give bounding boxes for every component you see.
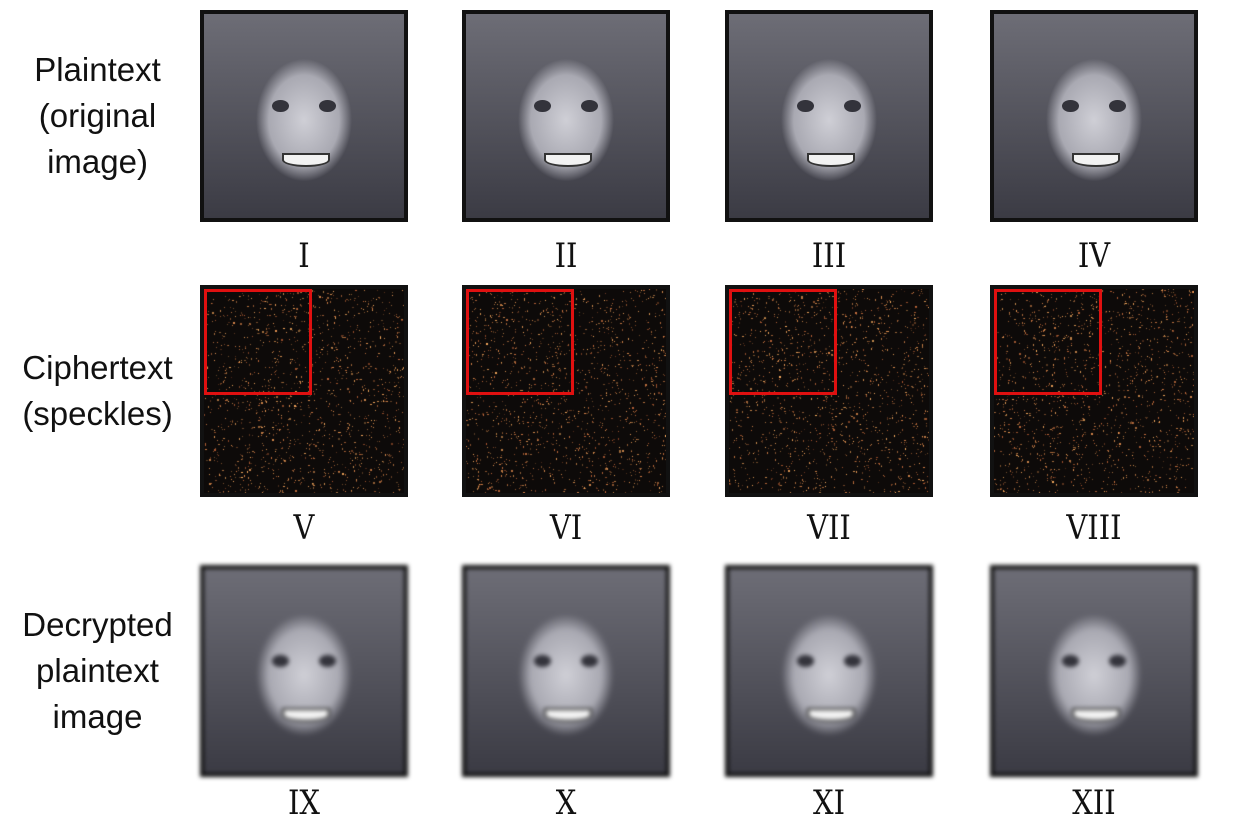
row-label-line: Ciphertext — [22, 349, 173, 386]
face-eyes — [1062, 654, 1126, 668]
ciphertext-speckle-image — [725, 285, 933, 497]
row-label: Decrypted plaintext image — [0, 602, 195, 740]
speckle-pattern — [729, 289, 929, 493]
face-eyes — [272, 99, 336, 113]
face-eyes — [797, 99, 861, 113]
decrypted-face-image — [200, 565, 408, 777]
ciphertext-speckle-image — [990, 285, 1198, 497]
row-label: Ciphertext (speckles) — [0, 345, 195, 437]
face-mouth — [544, 152, 592, 167]
decrypted-face-image — [725, 565, 933, 777]
speckle-pattern — [204, 289, 404, 493]
original-face-image — [200, 10, 408, 222]
original-face-image — [990, 10, 1198, 222]
highlight-box — [466, 289, 574, 395]
highlight-box — [729, 289, 837, 395]
panel-numeral: IV — [1077, 236, 1111, 276]
face-mouth — [807, 152, 855, 167]
panel-numeral: XII — [1072, 783, 1116, 823]
panel-numeral: V — [293, 508, 315, 548]
face-mouth — [1072, 707, 1120, 722]
face-mouth — [1072, 152, 1120, 167]
row-label-line: Decrypted — [22, 606, 173, 643]
panel-numeral: VIII — [1066, 508, 1122, 548]
panel-numeral: III — [811, 236, 847, 276]
row-label-line: image — [52, 698, 143, 735]
face-eyes — [1062, 99, 1126, 113]
row-label: Plaintext (original image) — [0, 47, 195, 185]
row-label-line: plaintext — [36, 652, 159, 689]
face-mouth — [544, 707, 592, 722]
face-mouth — [807, 707, 855, 722]
face-eyes — [797, 654, 861, 668]
panel-numeral: XI — [812, 783, 845, 823]
speckle-pattern — [466, 289, 666, 493]
ciphertext-speckle-image — [200, 285, 408, 497]
original-face-image — [725, 10, 933, 222]
row-label-line: image) — [47, 143, 148, 180]
original-face-image — [462, 10, 670, 222]
face-eyes — [534, 99, 598, 113]
row-label-line: (speckles) — [22, 395, 173, 432]
highlight-box — [994, 289, 1102, 395]
row-label-line: Plaintext — [34, 51, 161, 88]
face-mouth — [282, 707, 330, 722]
panel-numeral: VI — [549, 508, 583, 548]
panel-numeral: I — [298, 236, 310, 276]
face-mouth — [282, 152, 330, 167]
face-eyes — [534, 654, 598, 668]
face-eyes — [272, 654, 336, 668]
panel-numeral: II — [554, 236, 578, 276]
ciphertext-speckle-image — [462, 285, 670, 497]
decrypted-face-image — [462, 565, 670, 777]
row-label-line: (original — [38, 97, 157, 134]
panel-numeral: VII — [807, 508, 851, 548]
speckle-pattern — [994, 289, 1194, 493]
highlight-box — [204, 289, 312, 395]
panel-numeral: X — [555, 783, 577, 823]
decrypted-face-image — [990, 565, 1198, 777]
panel-numeral: IX — [287, 783, 320, 823]
